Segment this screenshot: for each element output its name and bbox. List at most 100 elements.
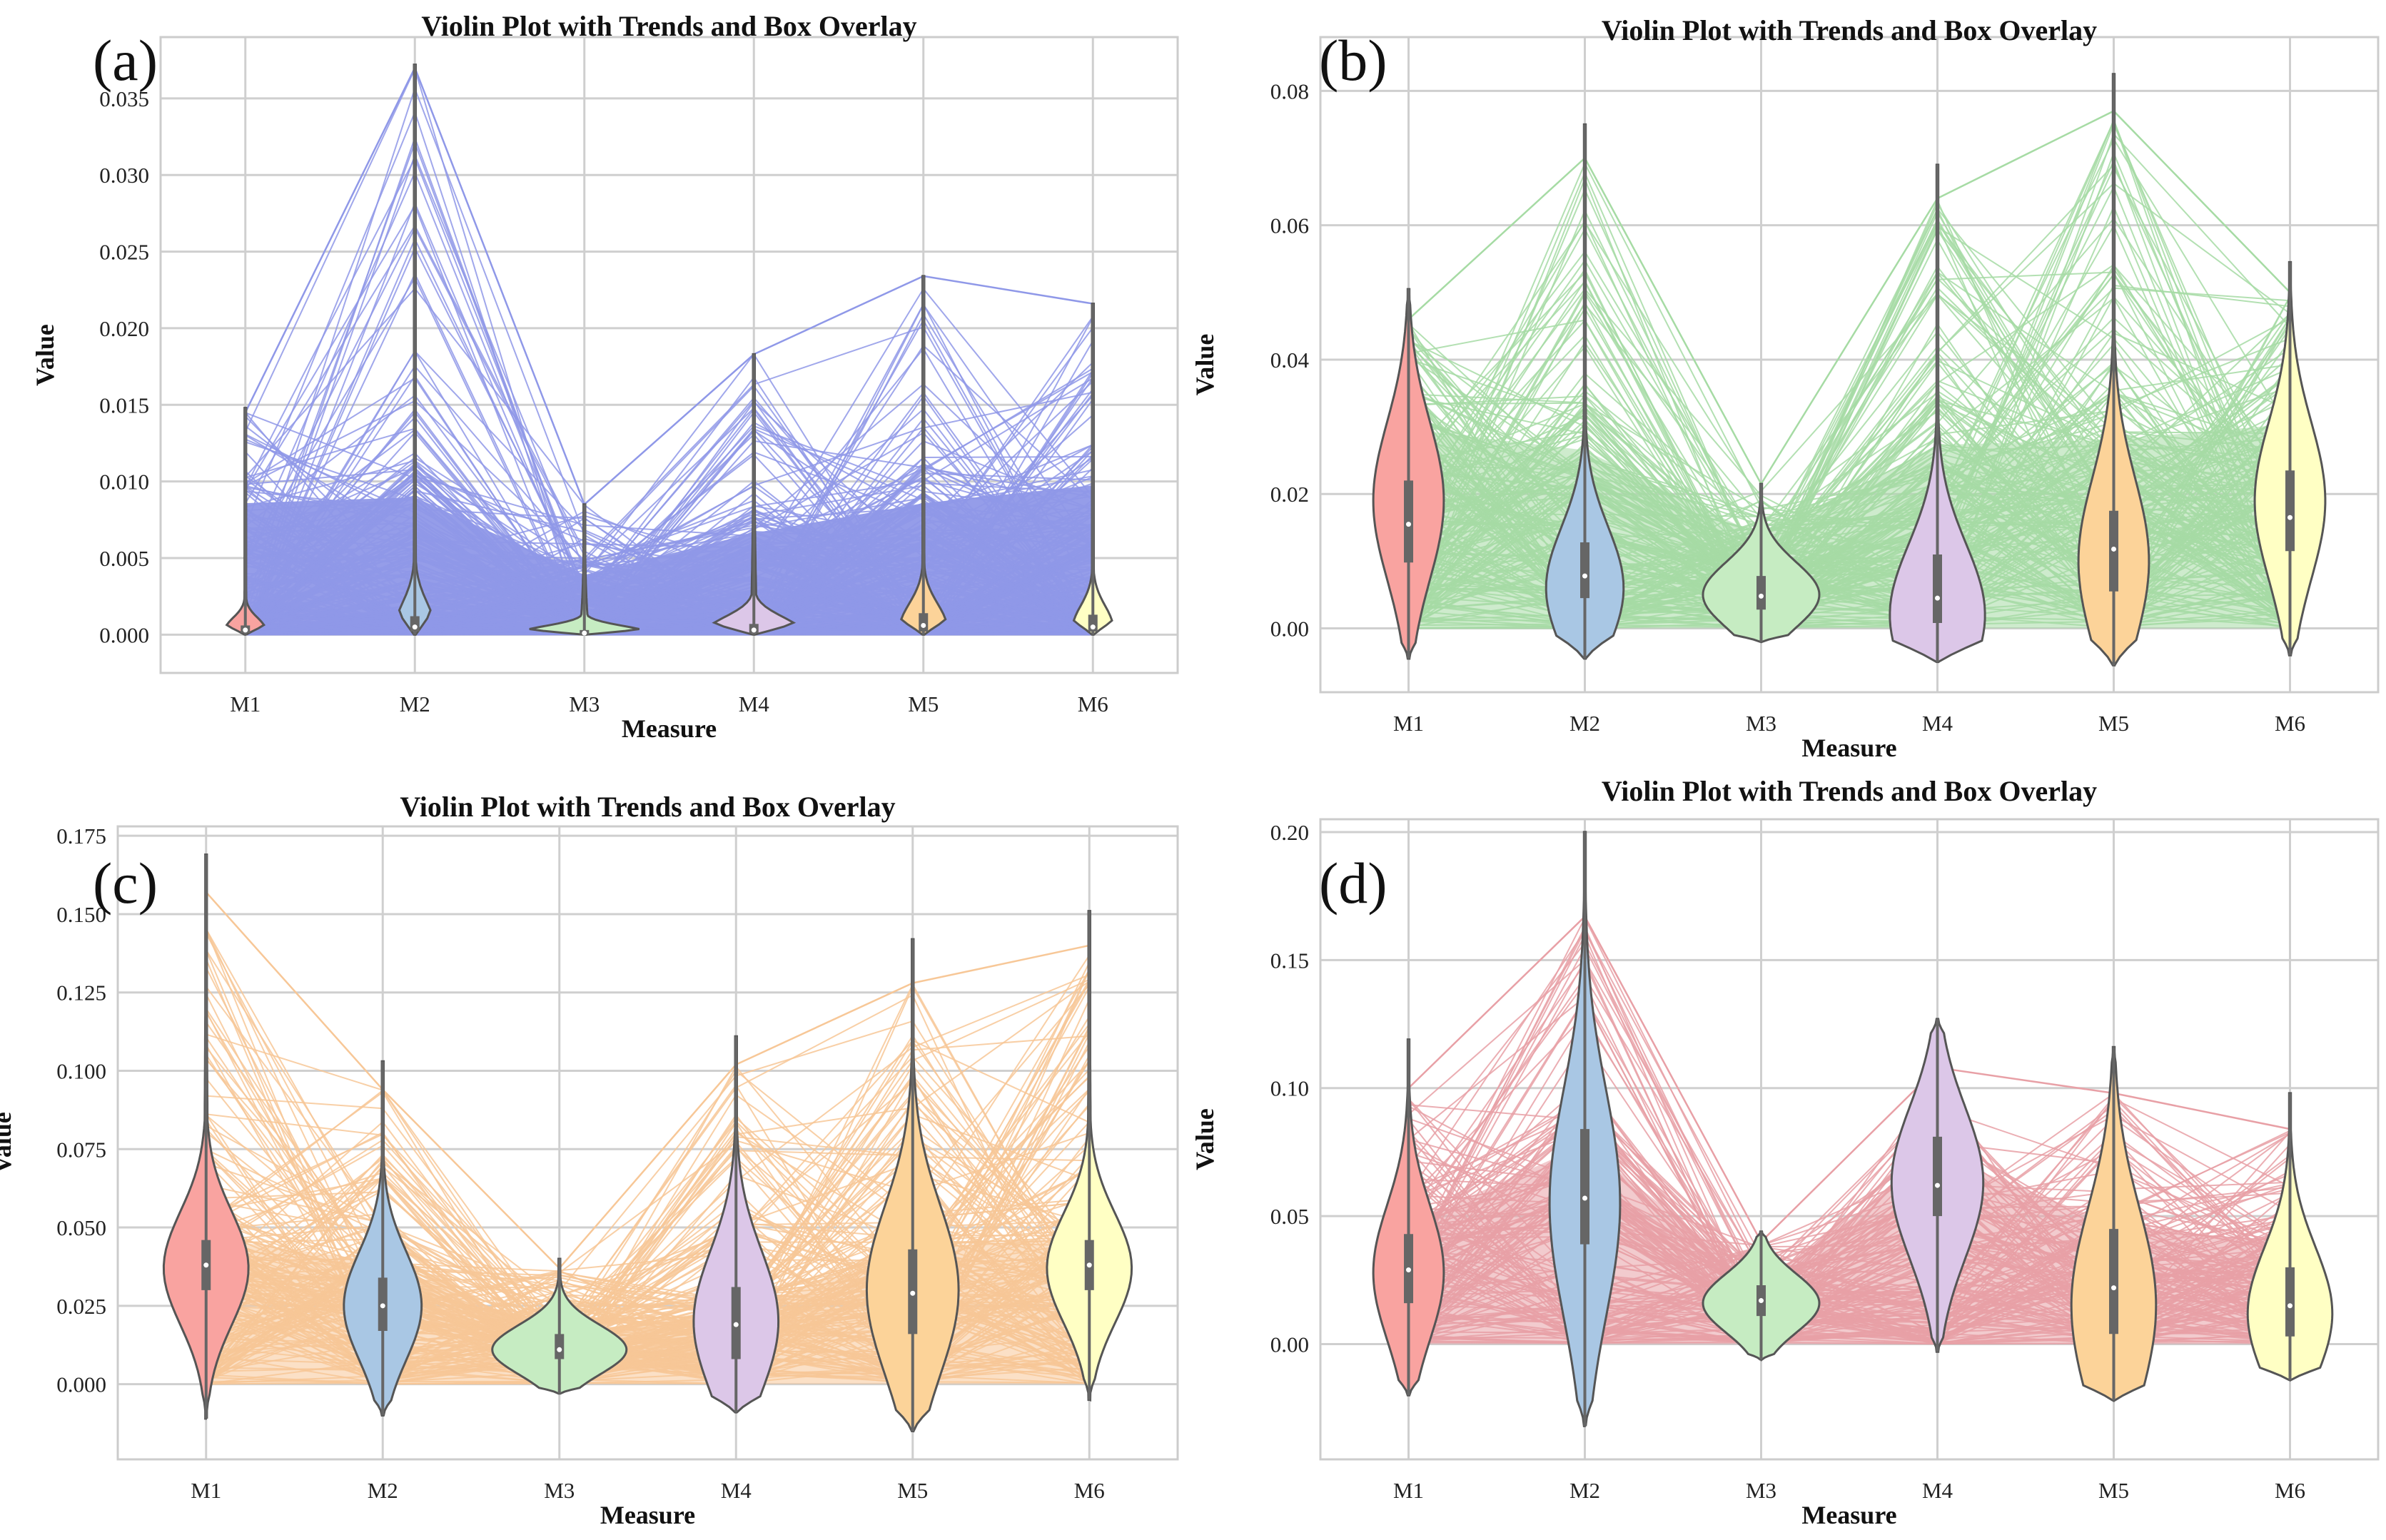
trend-line xyxy=(245,457,1093,635)
y-tick-label: 0.050 xyxy=(56,1215,106,1240)
y-axis-title: Value xyxy=(1191,334,1219,396)
plot-frame xyxy=(1319,36,2380,694)
y-axis-title: Value xyxy=(1191,1108,1219,1170)
x-tick-label: M1 xyxy=(1393,711,1424,736)
violin-m4 xyxy=(692,1035,780,1414)
x-tick-label: M5 xyxy=(897,1478,928,1503)
trend-line xyxy=(245,560,1093,636)
trend-line xyxy=(245,400,1093,635)
trend-line-max xyxy=(205,891,1090,1270)
panel-label: (d) xyxy=(1319,851,1387,916)
y-tick-label: 0.015 xyxy=(99,392,149,417)
trend-line xyxy=(1407,382,2291,617)
trend-line xyxy=(245,507,1093,636)
box-median xyxy=(2111,1285,2116,1291)
plot-frame xyxy=(116,825,1179,1461)
y-tick-label: 0.035 xyxy=(99,86,149,111)
y-tick-label: 0.005 xyxy=(99,546,149,571)
trend-line xyxy=(1408,437,2291,617)
violin-m1 xyxy=(1372,288,1445,660)
trend-lines xyxy=(1407,915,2291,1345)
box-median xyxy=(1759,593,1764,599)
box-median xyxy=(1406,1267,1411,1272)
box-median xyxy=(1086,1262,1092,1268)
box-median xyxy=(2288,1303,2293,1309)
x-tick-label: M6 xyxy=(1074,1478,1105,1503)
trend-line xyxy=(245,368,1093,636)
x-axis-title: Measure xyxy=(1801,734,1896,762)
trend-line xyxy=(245,514,1093,636)
box-median xyxy=(2288,515,2293,520)
trend-line xyxy=(245,427,1093,635)
x-tick-label: M1 xyxy=(191,1478,221,1503)
x-tick-label: M6 xyxy=(1078,692,1108,716)
trend-line xyxy=(245,514,1093,636)
trend-line xyxy=(245,388,1094,636)
trend-line xyxy=(245,579,1093,635)
trend-line xyxy=(1407,402,2290,626)
y-tick-label: 0.08 xyxy=(1270,78,1309,103)
violin-m5 xyxy=(2077,73,2150,667)
trend-line xyxy=(245,450,1093,636)
x-tick-label: M2 xyxy=(1569,1478,1600,1503)
trend-line xyxy=(245,530,1093,636)
y-tick-label: 0.10 xyxy=(1270,1076,1309,1101)
x-tick-label: M4 xyxy=(1922,1478,1953,1503)
y-tick-label: 0.100 xyxy=(56,1059,106,1084)
y-tick-label: 0.025 xyxy=(99,240,149,265)
violin-m3 xyxy=(491,1257,628,1395)
trend-line xyxy=(245,425,1093,609)
x-tick-label: M3 xyxy=(1746,711,1776,736)
trend-line xyxy=(245,451,1093,632)
y-tick-label: 0.20 xyxy=(1270,820,1309,845)
violin-m2 xyxy=(1545,123,1625,660)
trend-line xyxy=(206,1127,1091,1365)
box-median xyxy=(733,1322,739,1327)
trend-line-max xyxy=(1407,110,2291,486)
trend-line xyxy=(206,1295,1090,1384)
box-median xyxy=(557,1347,562,1352)
box-median xyxy=(1935,595,1940,601)
trend-line-max xyxy=(244,65,1093,506)
y-tick-label: 0.04 xyxy=(1270,348,1310,373)
trend-line xyxy=(245,432,1093,624)
y-tick-label: 0.125 xyxy=(56,981,106,1005)
trend-lines xyxy=(1407,110,2291,629)
box-median xyxy=(203,1262,209,1268)
x-tick-label: M2 xyxy=(400,692,430,716)
y-tick-label: 0.025 xyxy=(56,1294,106,1319)
trend-line xyxy=(1407,268,2290,627)
trend-line xyxy=(245,377,1093,636)
violin-m5 xyxy=(899,275,947,636)
trend-line xyxy=(1408,1099,2291,1295)
trend-line xyxy=(1408,1148,2291,1309)
y-tick-label: 0.020 xyxy=(99,316,149,341)
violin-m5 xyxy=(2070,1045,2158,1403)
violin-m2 xyxy=(343,1060,423,1417)
violin-m6 xyxy=(1072,303,1113,636)
x-tick-label: M6 xyxy=(2275,1478,2305,1503)
trend-line xyxy=(1407,916,2291,1314)
x-tick-label: M2 xyxy=(1569,711,1600,736)
x-tick-label: M3 xyxy=(544,1478,575,1503)
box-median xyxy=(1090,624,1096,630)
trend-line xyxy=(245,467,1093,629)
box-median xyxy=(380,1303,385,1309)
x-axis-title: Measure xyxy=(622,714,717,743)
panel-label: (a) xyxy=(93,28,158,93)
x-tick-label: M3 xyxy=(569,692,600,716)
box-median xyxy=(1582,1195,1587,1201)
violin-m2 xyxy=(398,64,432,636)
y-tick-label: 0.150 xyxy=(56,902,106,927)
chart-title: Violin Plot with Trends and Box Overlay xyxy=(1602,14,2097,46)
x-tick-label: M5 xyxy=(908,692,939,716)
violin-m6 xyxy=(1046,910,1133,1402)
trend-line xyxy=(1408,1189,2290,1342)
trend-line xyxy=(244,350,1093,636)
trend-line xyxy=(245,507,1093,618)
x-tick-label: M4 xyxy=(739,692,770,716)
violin-m2 xyxy=(1548,831,1622,1427)
y-tick-label: 0.00 xyxy=(1270,1332,1309,1357)
trend-line xyxy=(244,276,1093,636)
